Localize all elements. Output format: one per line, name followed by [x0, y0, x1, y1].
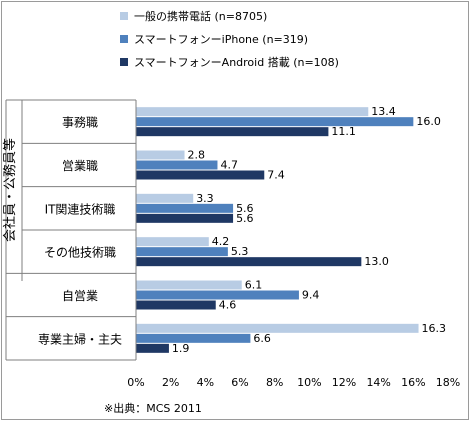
bar-4-1: [136, 290, 299, 300]
legend-label-0: 一般の携帯電話 (n=8705): [134, 9, 267, 23]
value-label-5-1: 6.6: [253, 332, 271, 345]
bar-0-0: [136, 107, 369, 117]
value-label-0-0: 13.4: [371, 105, 396, 118]
bar-3-0: [136, 237, 209, 247]
category-label-2: IT関連技術職: [45, 202, 116, 216]
bar-4-0: [136, 280, 242, 290]
x-tick-label-1: 2%: [162, 376, 179, 389]
x-tick-label-7: 14%: [366, 376, 390, 389]
bar-5-2: [136, 343, 169, 353]
value-label-0-2: 11.1: [331, 125, 356, 138]
value-label-5-0: 16.3: [422, 322, 447, 335]
value-label-5-2: 1.9: [172, 342, 190, 355]
bar-2-2: [136, 213, 234, 223]
legend-swatch-0: [120, 12, 128, 20]
x-tick-label-2: 4%: [197, 376, 214, 389]
bar-0-2: [136, 127, 329, 137]
value-label-0-1: 16.0: [416, 115, 441, 128]
legend-label-1: スマートフォンーiPhone (n=319): [134, 33, 308, 46]
x-tick-label-8: 16%: [401, 376, 425, 389]
value-label-1-1: 4.7: [220, 159, 238, 172]
bar-1-2: [136, 170, 265, 180]
value-label-3-0: 4.2: [212, 235, 230, 248]
vertical-group-label: 会社員・公務員等: [2, 138, 18, 242]
value-label-1-0: 2.8: [188, 149, 206, 162]
x-axis: 0% 2% 4% 6% 8% 10% 12% 14% 16% 18%: [127, 376, 460, 389]
legend-swatch-1: [120, 35, 128, 43]
bar-2-1: [136, 203, 234, 213]
value-label-1-2: 7.4: [267, 169, 285, 182]
category-label-0: 事務職: [62, 116, 98, 130]
category-label-1: 営業職: [62, 159, 98, 173]
plot-area: 13.4 16.0 11.1 2.8 4.7 7.4 3.3 5.65.6 4.25.3 13.0…: [135, 100, 447, 360]
bar-0-1: [136, 117, 414, 127]
bar-4-2: [136, 300, 216, 310]
value-label-3-1: 5.3: [231, 245, 249, 258]
bar-2-0: [136, 193, 194, 203]
category-label-4: 自営業: [62, 289, 98, 303]
value-label-4-1: 9.4: [302, 289, 320, 302]
category-label-5: 専業主婦・主夫: [38, 331, 122, 346]
legend-swatch-2: [120, 58, 128, 66]
x-tick-label-0: 0%: [127, 376, 144, 389]
bar-3-2: [136, 257, 362, 267]
value-label-2-2: 5.6: [236, 212, 254, 225]
value-label-4-0: 6.1: [245, 279, 263, 292]
bar-5-0: [136, 323, 419, 333]
bar-1-1: [136, 160, 218, 170]
x-tick-label-3: 6%: [231, 376, 248, 389]
bar-3-1: [136, 247, 228, 257]
x-tick-label-5: 10%: [297, 376, 321, 389]
x-tick-label-9: 18%: [436, 376, 460, 389]
x-tick-label-4: 8%: [266, 376, 283, 389]
category-label-3: その他技術職: [44, 246, 116, 260]
x-tick-label-6: 12%: [332, 376, 356, 389]
value-label-4-2: 4.6: [219, 299, 237, 312]
bar-5-1: [136, 333, 251, 343]
value-label-2-0: 3.3: [196, 192, 214, 205]
legend-label-2: スマートフォンーAndroid 搭載 (n=108): [134, 56, 339, 69]
legend: 一般の携帯電話 (n=8705) スマートフォンーiPhone (n=319) スマ…: [120, 9, 339, 69]
value-label-3-2: 13.0: [364, 255, 389, 268]
bar-1-0: [136, 150, 185, 160]
value-label-2-1: 5.6: [236, 202, 254, 215]
source-note: ※出典：MCS 2011: [104, 401, 202, 415]
